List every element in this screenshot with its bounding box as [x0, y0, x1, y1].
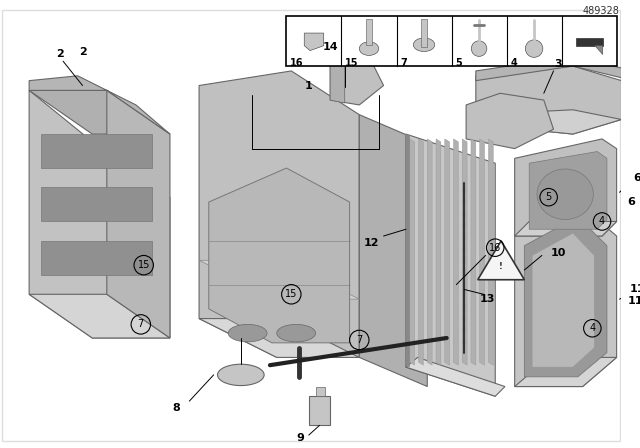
Text: 5: 5: [545, 192, 552, 202]
Polygon shape: [515, 207, 616, 387]
Text: 7: 7: [401, 58, 407, 69]
Polygon shape: [199, 319, 359, 358]
Polygon shape: [515, 139, 616, 236]
Text: !: !: [499, 262, 503, 271]
Polygon shape: [209, 168, 349, 343]
Polygon shape: [529, 151, 607, 229]
Ellipse shape: [218, 364, 264, 386]
Text: 489328: 489328: [582, 5, 620, 16]
Polygon shape: [41, 134, 152, 168]
Ellipse shape: [413, 38, 435, 52]
Text: 7: 7: [356, 335, 362, 345]
Polygon shape: [308, 396, 330, 426]
Polygon shape: [462, 139, 467, 365]
Text: 6: 6: [627, 197, 635, 207]
Polygon shape: [436, 139, 441, 365]
Bar: [287, 16, 616, 66]
Polygon shape: [524, 216, 607, 377]
Text: 2: 2: [79, 47, 86, 56]
Ellipse shape: [359, 42, 379, 56]
Text: 6: 6: [633, 173, 640, 183]
Text: 14: 14: [323, 42, 338, 52]
Polygon shape: [29, 90, 170, 134]
Polygon shape: [406, 358, 505, 396]
Text: 10: 10: [550, 248, 566, 258]
Ellipse shape: [525, 40, 543, 57]
Polygon shape: [488, 139, 493, 365]
Text: 15: 15: [138, 260, 150, 270]
Text: 13: 13: [480, 294, 495, 304]
Text: 16: 16: [489, 243, 501, 253]
Text: 4: 4: [589, 323, 595, 333]
Polygon shape: [532, 233, 595, 367]
Polygon shape: [330, 56, 383, 105]
Polygon shape: [476, 66, 621, 134]
Text: 4: 4: [511, 58, 517, 69]
Text: 15: 15: [285, 289, 298, 299]
Polygon shape: [410, 139, 415, 365]
Polygon shape: [41, 241, 152, 275]
Polygon shape: [476, 110, 621, 134]
Bar: [421, 19, 427, 47]
Polygon shape: [359, 115, 428, 387]
Polygon shape: [478, 241, 524, 280]
Polygon shape: [199, 260, 359, 299]
Ellipse shape: [276, 324, 316, 342]
Polygon shape: [476, 56, 621, 81]
Polygon shape: [595, 46, 603, 55]
Polygon shape: [41, 187, 152, 221]
Polygon shape: [29, 90, 170, 338]
Text: 12: 12: [364, 238, 379, 248]
Text: 9: 9: [296, 433, 304, 443]
Ellipse shape: [471, 41, 487, 56]
Polygon shape: [316, 387, 325, 396]
Polygon shape: [199, 71, 359, 358]
Text: 7: 7: [138, 319, 144, 329]
Polygon shape: [515, 358, 616, 387]
Polygon shape: [304, 33, 324, 51]
Ellipse shape: [537, 169, 593, 220]
Text: 16: 16: [291, 58, 304, 69]
Text: ⚠: ⚠: [497, 261, 506, 271]
Polygon shape: [29, 76, 170, 134]
Polygon shape: [419, 139, 424, 365]
Bar: [366, 19, 372, 45]
Polygon shape: [406, 134, 410, 367]
Polygon shape: [107, 90, 170, 338]
Polygon shape: [515, 221, 616, 236]
Polygon shape: [330, 61, 345, 103]
Polygon shape: [454, 139, 458, 365]
Polygon shape: [29, 294, 170, 338]
Text: 1: 1: [305, 81, 313, 90]
Text: 11: 11: [627, 296, 640, 306]
Polygon shape: [445, 139, 450, 365]
Text: 15: 15: [346, 58, 359, 69]
Polygon shape: [575, 38, 603, 46]
Text: 3: 3: [554, 59, 562, 69]
Text: 5: 5: [456, 58, 462, 69]
Polygon shape: [480, 139, 484, 365]
Text: 4: 4: [599, 216, 605, 226]
Text: 8: 8: [172, 403, 180, 413]
Polygon shape: [428, 139, 432, 365]
Text: 11: 11: [629, 284, 640, 294]
Polygon shape: [466, 93, 554, 149]
Polygon shape: [471, 139, 476, 365]
Polygon shape: [406, 134, 495, 396]
Text: 2: 2: [56, 49, 64, 60]
Ellipse shape: [228, 324, 267, 342]
